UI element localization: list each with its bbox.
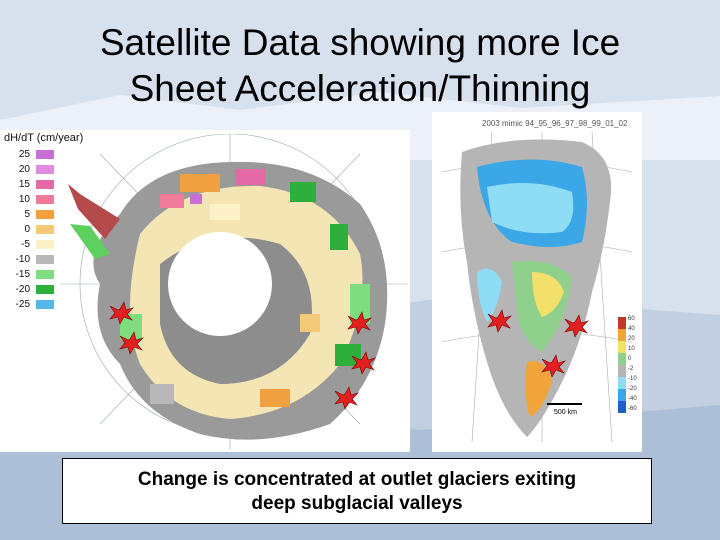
legend-swatch xyxy=(36,165,54,174)
colorbar-label: 20 xyxy=(628,336,635,342)
colorbar-label: 0 xyxy=(628,356,632,362)
slide-title: Satellite Data showing more Ice Sheet Ac… xyxy=(0,20,720,112)
legend-swatch xyxy=(36,240,54,249)
polar-data-gap xyxy=(168,232,272,336)
legend-label: -5 xyxy=(21,239,30,250)
colorbar-label: 60 xyxy=(628,316,635,322)
outlet-glacier-markers xyxy=(109,301,377,410)
legend-label: -15 xyxy=(15,269,30,280)
caption-line-2: deep subglacial valleys xyxy=(251,493,463,514)
legend-swatch xyxy=(36,180,54,189)
greenland-map-panel: 2003 mimic 94_95_96_97_98_99_01_02 xyxy=(432,112,642,452)
scale-label: 500 km xyxy=(554,409,577,416)
legend-label: 20 xyxy=(18,164,30,175)
antarctica-map xyxy=(60,134,408,450)
legend-swatch xyxy=(36,285,54,294)
greenland-map: 2003 mimic 94_95_96_97_98_99_01_02 xyxy=(441,119,637,443)
legend-swatch xyxy=(36,255,54,264)
legend-label: -20 xyxy=(15,284,30,295)
greenland-colorbar xyxy=(618,317,626,413)
legend-label: -10 xyxy=(15,254,30,265)
legend-label: 25 xyxy=(18,149,30,160)
title-line-2: Sheet Acceleration/Thinning xyxy=(129,68,591,109)
legend-swatch xyxy=(36,195,54,204)
title-line-1: Satellite Data showing more Ice xyxy=(99,22,621,63)
legend-swatch xyxy=(36,150,54,159)
antarctica-map-panel: dH/dT (cm/year) 25 20 15 10 5 0 -5 -10 -15 -20 -25 xyxy=(0,130,410,452)
colorbar-label: -2 xyxy=(628,366,634,372)
legend-label: 0 xyxy=(24,224,30,235)
legend-label: 10 xyxy=(18,194,30,205)
colorbar-label: -40 xyxy=(628,396,637,402)
caption-line-1: Change is concentrated at outlet glacier… xyxy=(137,469,577,490)
elevation-change-patches xyxy=(120,169,370,407)
colorbar-label: 40 xyxy=(628,326,635,332)
legend-swatch xyxy=(36,270,54,279)
legend-swatch xyxy=(36,225,54,234)
legend-label: 5 xyxy=(24,209,30,220)
colorbar-label: -20 xyxy=(628,386,637,392)
greenland-glacier-markers xyxy=(487,309,590,378)
legend-label: -25 xyxy=(15,299,30,310)
legend-label: 15 xyxy=(18,179,30,190)
colorbar-label: 10 xyxy=(628,346,635,352)
colorbar-label: -10 xyxy=(628,376,637,382)
legend-swatch xyxy=(36,210,54,219)
caption-box: Change is concentrated at outlet glacier… xyxy=(62,458,652,524)
greenland-map-header: 2003 mimic 94_95_96_97_98_99_01_02 xyxy=(482,119,628,128)
legend-title: dH/dT (cm/year) xyxy=(4,132,84,144)
colorbar-label: -60 xyxy=(628,406,637,412)
legend-swatch xyxy=(36,300,54,309)
